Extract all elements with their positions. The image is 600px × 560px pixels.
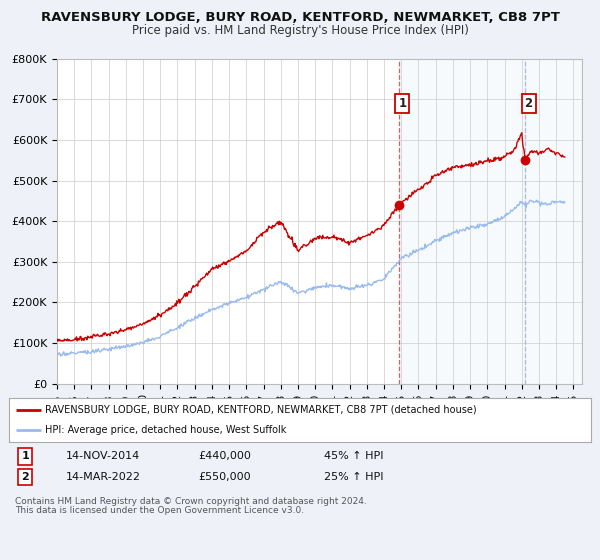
Text: Contains HM Land Registry data © Crown copyright and database right 2024.: Contains HM Land Registry data © Crown c… <box>15 497 367 506</box>
Text: RAVENSBURY LODGE, BURY ROAD, KENTFORD, NEWMARKET, CB8 7PT (detached house): RAVENSBURY LODGE, BURY ROAD, KENTFORD, N… <box>45 405 477 415</box>
Text: 2: 2 <box>524 97 533 110</box>
Text: 45% ↑ HPI: 45% ↑ HPI <box>324 451 383 461</box>
Text: 1: 1 <box>22 451 29 461</box>
Text: 2: 2 <box>22 472 29 482</box>
Text: 14-NOV-2014: 14-NOV-2014 <box>66 451 140 461</box>
Bar <box>399 59 525 384</box>
Text: Price paid vs. HM Land Registry's House Price Index (HPI): Price paid vs. HM Land Registry's House … <box>131 24 469 36</box>
Text: £440,000: £440,000 <box>198 451 251 461</box>
Text: £550,000: £550,000 <box>198 472 251 482</box>
Text: This data is licensed under the Open Government Licence v3.0.: This data is licensed under the Open Gov… <box>15 506 304 515</box>
Text: HPI: Average price, detached house, West Suffolk: HPI: Average price, detached house, West… <box>45 425 286 435</box>
Text: 1: 1 <box>398 97 407 110</box>
Bar <box>525 59 582 384</box>
Text: 14-MAR-2022: 14-MAR-2022 <box>66 472 141 482</box>
Text: 25% ↑ HPI: 25% ↑ HPI <box>324 472 383 482</box>
Text: RAVENSBURY LODGE, BURY ROAD, KENTFORD, NEWMARKET, CB8 7PT: RAVENSBURY LODGE, BURY ROAD, KENTFORD, N… <box>41 11 559 24</box>
